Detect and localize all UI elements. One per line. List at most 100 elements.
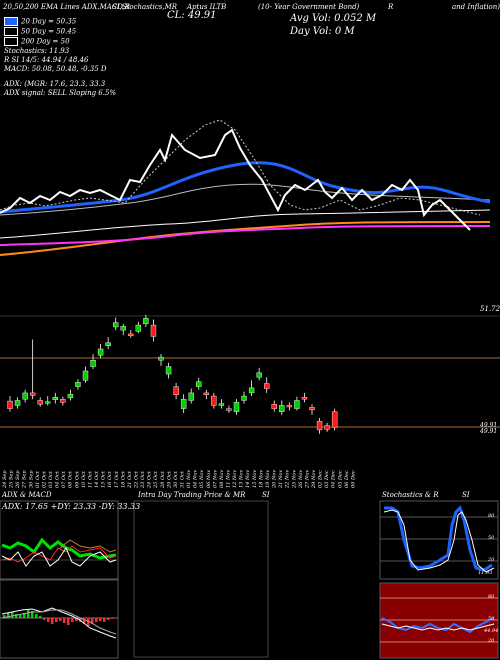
date-label: 27 Nov (304, 470, 310, 489)
macd-bar (15, 614, 18, 618)
candle-bull (105, 342, 111, 347)
macd-bar (55, 618, 58, 622)
intraday-panel-title: Intra Day Trading Price & MR (138, 491, 246, 499)
stoch-si-label: SI (462, 491, 470, 499)
date-label: 17 Oct (114, 470, 120, 488)
stoch-d-line (383, 509, 495, 573)
macd-histogram (3, 610, 114, 626)
date-label: 21 Oct (127, 470, 133, 489)
date-label: 08 Oct (68, 470, 74, 488)
macd-line (1, 607, 117, 639)
header-ticker: Aptus ILTB (187, 3, 227, 11)
macd-bar (43, 618, 46, 620)
stoch-panel (379, 500, 499, 580)
date-axis: 24 Sep 25 Sep 26 Sep 27 Sep 30 Sep 01 Oct 02 O… (2, 470, 356, 489)
date-label: 24 Sep (2, 470, 8, 489)
legend-macd: MACD: 50.08, 50.48, -0.35 D (4, 65, 107, 73)
legend-ema50: 50 Day = 50.45 (4, 27, 76, 36)
adx-values: ADX: 17.65 +DY: 23.33 -DY: 33.33 (2, 502, 141, 511)
avg-volume: Avg Vol: 0.052 M (290, 13, 377, 24)
macd-bar (99, 618, 102, 621)
date-label: 11 Oct (87, 470, 93, 488)
intraday-si-label: SI (262, 491, 270, 499)
macd-bar (95, 618, 98, 622)
header-far-right: and Inflation) IL (452, 3, 500, 11)
candle-bear (29, 392, 36, 396)
date-label: 07 Nov (212, 470, 218, 488)
day-volume: Day Vol: 0 M (290, 26, 355, 37)
candle-bear (309, 407, 315, 411)
candle-bull (143, 317, 149, 325)
rsi-panel (379, 582, 499, 659)
macd-bar (31, 611, 34, 618)
adx-panel (0, 500, 119, 580)
date-label: 14 Oct (94, 470, 100, 488)
date-label: 30 Sep (28, 470, 34, 488)
candle-bull (196, 381, 202, 387)
candle-bull (67, 393, 74, 399)
macd-bar (39, 616, 42, 618)
date-label: 19 Nov (265, 470, 271, 488)
date-label: 04 Dec (331, 470, 337, 488)
header-left: 20,50,200 EMA Lines ADX,MACD,R (3, 3, 131, 11)
candle-bear (271, 404, 277, 409)
date-label: 02 Oct (41, 470, 47, 488)
date-label: 24 Oct (147, 470, 153, 489)
legend-signal: ADX signal: SELL Sloping 6.5% (4, 89, 117, 97)
candle-bull (218, 403, 225, 406)
date-label: 21 Nov (278, 470, 284, 489)
orange-ma-line (0, 221, 491, 256)
date-label: 29 Oct (166, 470, 172, 489)
candle-bull (45, 401, 51, 404)
stoch-axis-50: 50 (488, 535, 495, 541)
adx-red-line (1, 545, 117, 563)
macd-bar (35, 614, 38, 618)
macd-bar (91, 618, 94, 624)
macd-bar (107, 618, 110, 620)
macd-bar (11, 612, 14, 618)
candle-bear (211, 395, 217, 406)
ema200-label: 200 Day = 50 (21, 37, 70, 46)
candle-bull (75, 382, 81, 387)
date-label: 22 Nov (285, 470, 291, 489)
candle-bull (22, 392, 28, 400)
legend-stoch: Stochastics: 11.93 (4, 47, 70, 55)
price-line (0, 128, 471, 231)
date-label: 07 Oct (61, 470, 67, 488)
stoch-axis-20: 20 (488, 557, 495, 563)
candle-bull (82, 370, 89, 381)
candle-bull (233, 402, 240, 412)
date-label: 26 Sep (15, 470, 21, 489)
date-label: 29 Nov (311, 470, 317, 489)
date-label: 28 Oct (160, 470, 166, 489)
candle-bull (158, 356, 164, 361)
candle-bull (120, 326, 126, 331)
candle-bull (279, 405, 285, 412)
candle-bear (324, 425, 330, 430)
candle-bull (248, 387, 255, 394)
ema200-line (0, 209, 491, 239)
candle-bear (128, 333, 134, 336)
macd-bar (23, 613, 26, 618)
ema20-line (0, 161, 491, 214)
candle-bear (60, 398, 66, 403)
candle-bear (7, 400, 13, 409)
candle-bear (203, 392, 210, 395)
date-label: 30 Oct (173, 470, 179, 488)
date-label: 06 Nov (206, 470, 212, 488)
legend-ema200: 200 Day = 50 (4, 37, 70, 46)
date-label: 13 Nov (239, 470, 245, 488)
macd-bar (111, 618, 114, 619)
date-label: 25 Sep (9, 470, 15, 489)
candle-bull (188, 392, 194, 401)
candle-bull (90, 360, 96, 367)
close-price: CL: 49.91 (167, 10, 217, 21)
candle-bear (173, 386, 179, 395)
candle-bull (112, 322, 119, 328)
candle-bear (37, 400, 43, 405)
ema200-swatch (4, 37, 18, 46)
macd-bar (83, 618, 86, 624)
price-axis-low1: 49.91 (480, 422, 498, 429)
rsi-white-line (381, 623, 495, 631)
candle-bear (150, 324, 157, 337)
